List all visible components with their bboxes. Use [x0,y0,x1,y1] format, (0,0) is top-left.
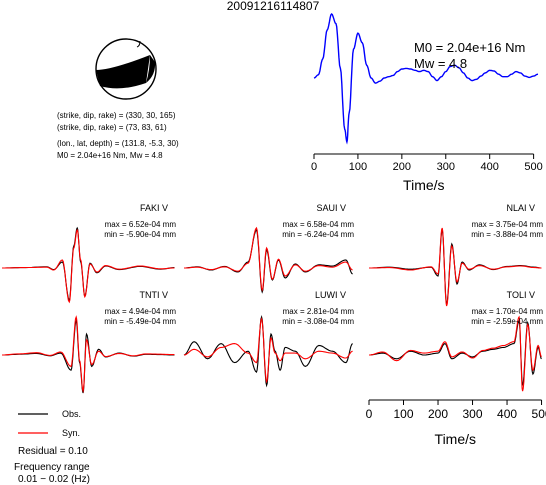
station-max: max = 2.81e-04 mm [283,307,355,316]
station-min: min = -2.59e-04 mm [471,317,543,326]
wave-x-tick-label: 400 [497,407,517,421]
nodal-plane-1: (strike, dip, rake) = (330, 30, 165) [57,111,176,120]
synthetic-waveform [2,315,175,394]
observed-waveform [368,319,542,386]
synthetic-waveform [184,226,353,292]
station-max: max = 6.52e-04 mm [105,220,177,229]
wave-x-tick-label: 200 [428,407,448,421]
observed-waveform [184,228,353,294]
wave-x-tick-label: 300 [463,407,483,421]
wave-x-tick-label: 500 [532,407,546,421]
event-title: 20091216114807 [227,0,320,13]
station-name: NLAI V [506,203,535,213]
frequency-range-value: 0.01 − 0.02 (Hz) [18,474,90,485]
mechanism-info: (strike, dip, rake) = (330, 30, 165) (st… [57,111,179,160]
station-name: TNTI V [140,290,169,300]
station-max: max = 6.58e-04 mm [283,220,355,229]
synthetic-waveform [183,317,353,384]
beachball-icon [95,38,157,100]
stf-series-line [313,12,539,145]
station-max: max = 4.94e-04 mm [105,307,177,316]
station-name: SAUI V [316,203,346,213]
station-min: min = -5.90e-04 mm [104,230,176,239]
station-max: max = 1.70e-04 mm [472,307,544,316]
synthetic-waveform [369,227,542,307]
stf-x-axis-label: Time/s [403,177,444,193]
station-name: TOLI V [507,290,535,300]
stf-x-tick-label: 400 [481,161,499,173]
stf-x-tick-label: 200 [393,161,411,173]
residual-text: Residual = 0.10 [18,446,88,457]
wave-x-tick-label: 0 [366,407,373,421]
stf-x-tick-label: 300 [437,161,455,173]
observed-waveform [183,314,353,388]
wave-x-tick-label: 100 [393,407,413,421]
station-name: LUWI V [315,290,346,300]
station-max: max = 3.75e-04 mm [472,220,544,229]
station-min: min = -3.88e-04 mm [471,230,543,239]
source-time-function-chart: 0 100 200 300 400 500 Time/s [311,12,543,193]
legend: Obs. Syn. Residual = 0.10 Frequency rang… [14,409,90,485]
synthetic-waveform [368,315,542,392]
stf-magnitude-label: Mw = 4.8 [414,56,467,71]
location-depth: (lon., lat, depth) = (131.8, -5.3, 30) [57,139,179,148]
stf-x-tick-label: 0 [311,161,317,173]
wave-x-axis-label: Time/s [435,431,476,447]
synthetic-waveform [2,228,175,304]
legend-syn-label: Syn. [62,428,80,438]
observed-waveform [2,318,175,394]
frequency-range-title: Frequency range [14,462,90,473]
station-min: min = -6.24e-04 mm [282,230,354,239]
station-min: min = -5.49e-04 mm [104,317,176,326]
legend-obs-label: Obs. [62,409,81,419]
station-min: min = -3.08e-04 mm [282,317,354,326]
stf-x-tick-label: 100 [349,161,367,173]
station-name: FAKI V [140,203,168,213]
stf-x-tick-label: 500 [524,161,542,173]
nodal-plane-2: (strike, dip, rake) = (73, 83, 61) [57,123,167,132]
moment-magnitude: M0 = 2.04e+16 Nm, Mw = 4.8 [57,151,163,160]
stf-moment-label: M0 = 2.04e+16 Nm [414,40,525,55]
